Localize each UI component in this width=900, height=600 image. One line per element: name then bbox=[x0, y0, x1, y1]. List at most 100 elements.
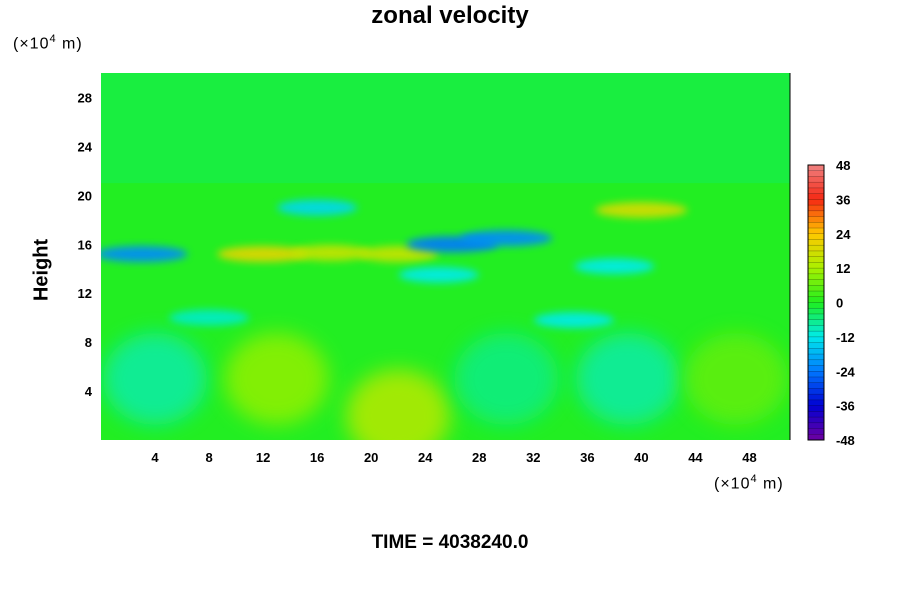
time-footer: TIME = 4038240.0 bbox=[371, 532, 529, 553]
jet-feature-1 bbox=[217, 246, 310, 263]
jet-feature-0 bbox=[595, 202, 688, 219]
lower-cell-3 bbox=[454, 332, 559, 425]
colorbar-segment bbox=[808, 273, 824, 280]
y-unit-base: (×10 bbox=[13, 35, 50, 53]
colorbar-segment bbox=[808, 325, 824, 332]
colorbar-segment bbox=[808, 165, 824, 172]
y-tick-16: 16 bbox=[78, 237, 92, 252]
colorbar-segment bbox=[808, 417, 824, 424]
colorbar-segment bbox=[808, 376, 824, 384]
colorbar-tick-24: 24 bbox=[836, 227, 851, 242]
colorbar-segment bbox=[808, 411, 824, 418]
colorbar-segment bbox=[808, 348, 824, 355]
x-unit-base: (×10 bbox=[714, 475, 751, 493]
lower-cell-0 bbox=[103, 332, 208, 425]
colorbar-segment bbox=[808, 268, 824, 275]
colorbar-segment bbox=[808, 222, 824, 229]
colorbar-segment bbox=[808, 371, 824, 378]
y-tick-20: 20 bbox=[78, 188, 92, 203]
x-tick-8: 8 bbox=[205, 450, 212, 465]
x-tick-48: 48 bbox=[742, 450, 756, 465]
colorbar-segment bbox=[808, 182, 824, 189]
jet-feature-4 bbox=[101, 246, 188, 263]
y-tick-labels: 4 8 12 16 20 24 28 bbox=[78, 90, 93, 399]
colorbar-segment bbox=[808, 170, 824, 177]
jet-feature-7 bbox=[277, 199, 358, 216]
colorbar-segment bbox=[808, 199, 824, 206]
y-tick-28: 28 bbox=[78, 90, 92, 105]
colorbar-segment bbox=[808, 233, 824, 240]
colorbar-segment bbox=[808, 308, 824, 315]
lower-cell-1 bbox=[224, 332, 329, 425]
x-unit-exponent: 4 bbox=[750, 473, 758, 485]
colorbar: 48 36 24 12 0 -12 -24 -36 -48 bbox=[807, 158, 856, 448]
colorbar-segment bbox=[808, 319, 824, 326]
x-tick-20: 20 bbox=[364, 450, 378, 465]
colorbar-tick-36: 36 bbox=[836, 192, 850, 207]
colorbar-segment bbox=[808, 434, 824, 441]
lower-cell-4 bbox=[575, 332, 680, 425]
y-tick-4: 4 bbox=[85, 384, 93, 399]
colorbar-segment bbox=[808, 256, 824, 263]
colorbar-segment bbox=[808, 279, 824, 286]
colorbar-segment bbox=[808, 331, 824, 338]
colorbar-tick--36: -36 bbox=[836, 399, 855, 414]
colorbar-segment bbox=[808, 388, 824, 395]
colorbar-segment bbox=[808, 205, 824, 212]
colorbar-segment bbox=[808, 313, 824, 321]
x-tick-labels: 4 8 12 16 20 24 28 32 36 40 44 48 bbox=[151, 450, 756, 465]
colorbar-segment bbox=[808, 394, 824, 401]
colorbar-segment bbox=[808, 342, 824, 349]
x-unit-tail: m) bbox=[757, 475, 784, 493]
colorbar-segment bbox=[808, 187, 824, 195]
y-unit-tail: m) bbox=[56, 35, 83, 53]
colorbar-segment bbox=[808, 262, 824, 269]
x-tick-4: 4 bbox=[151, 450, 159, 465]
x-tick-24: 24 bbox=[418, 450, 433, 465]
colorbar-segment bbox=[808, 399, 824, 407]
colorbar-segment bbox=[808, 382, 824, 389]
x-tick-44: 44 bbox=[688, 450, 703, 465]
colorbar-segment bbox=[808, 291, 824, 298]
chart-title: zonal velocity bbox=[371, 2, 529, 29]
colorbar-segment bbox=[808, 285, 824, 292]
lower-cell-5 bbox=[683, 332, 788, 425]
colorbar-segment bbox=[808, 216, 824, 223]
colorbar-segment bbox=[808, 302, 824, 309]
colorbar-frame bbox=[807, 164, 825, 441]
x-tick-36: 36 bbox=[580, 450, 594, 465]
colorbar-tick-12: 12 bbox=[836, 261, 850, 276]
x-tick-12: 12 bbox=[256, 450, 270, 465]
colorbar-segment bbox=[808, 296, 824, 303]
x-tick-28: 28 bbox=[472, 450, 486, 465]
y-tick-12: 12 bbox=[78, 286, 92, 301]
colorbar-segment bbox=[808, 239, 824, 246]
x-axis-unit: (×104 m) bbox=[714, 473, 784, 493]
y-tick-24: 24 bbox=[78, 139, 93, 154]
colorbar-segment bbox=[808, 176, 824, 183]
upper-layer bbox=[101, 73, 790, 184]
jet-feature-8 bbox=[574, 258, 655, 275]
lower-cell-2 bbox=[346, 369, 451, 440]
colorbar-tick--12: -12 bbox=[836, 330, 855, 345]
y-axis-unit: (×104 m) bbox=[13, 33, 83, 53]
jet-feature-2 bbox=[290, 244, 371, 261]
colorbar-segment bbox=[808, 354, 824, 361]
colorbar-segment bbox=[808, 250, 824, 258]
jet-feature-6 bbox=[460, 230, 553, 247]
colorbar-segment bbox=[808, 336, 824, 344]
colorbar-segment bbox=[808, 428, 824, 435]
colorbar-tick-0: 0 bbox=[836, 296, 843, 311]
jet-feature-10 bbox=[169, 309, 250, 326]
colorbar-tick--24: -24 bbox=[836, 364, 856, 379]
x-tick-16: 16 bbox=[310, 450, 324, 465]
colorbar-segment bbox=[808, 405, 824, 412]
x-tick-32: 32 bbox=[526, 450, 540, 465]
jet-feature-9 bbox=[398, 266, 479, 283]
velocity-field bbox=[101, 73, 790, 440]
colorbar-tick-48: 48 bbox=[836, 158, 850, 173]
colorbar-segment bbox=[808, 365, 824, 372]
colorbar-tick--48: -48 bbox=[836, 433, 855, 448]
jet-feature-3 bbox=[358, 246, 439, 263]
